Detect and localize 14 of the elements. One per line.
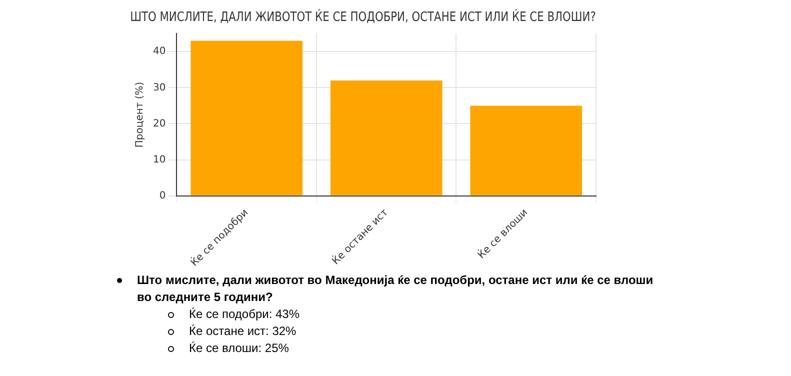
bar xyxy=(470,106,582,196)
chart-title: ШТО МИСЛИТЕ, ДАЛИ ЖИВОТОТ ЌЕ СЕ ПОДОБРИ, ОСТАНЕ ИСТ ИЛИ ЌЕ СЕ ВЛОШИ? xyxy=(130,9,596,24)
text: Ќе остане ист: 32% xyxy=(189,323,296,340)
y-tick-label: 20 xyxy=(152,118,166,130)
y-tick-label: 40 xyxy=(152,46,166,58)
bar xyxy=(330,80,442,196)
bar xyxy=(190,40,303,196)
y-axis-title: Процент (%) xyxy=(134,82,146,148)
y-tick-label: 0 xyxy=(159,190,166,202)
text: Што мислите, дали животот во Македонија ќе се подобри, остане ист или ќе се влоши во следните 5 години? xyxy=(137,272,654,306)
text: Ќе се влоши: 25% xyxy=(189,340,289,357)
text: Ќе се подобри: 43% xyxy=(189,306,300,323)
y-tick-label: 10 xyxy=(152,154,166,166)
y-tick-label: 30 xyxy=(152,82,166,94)
